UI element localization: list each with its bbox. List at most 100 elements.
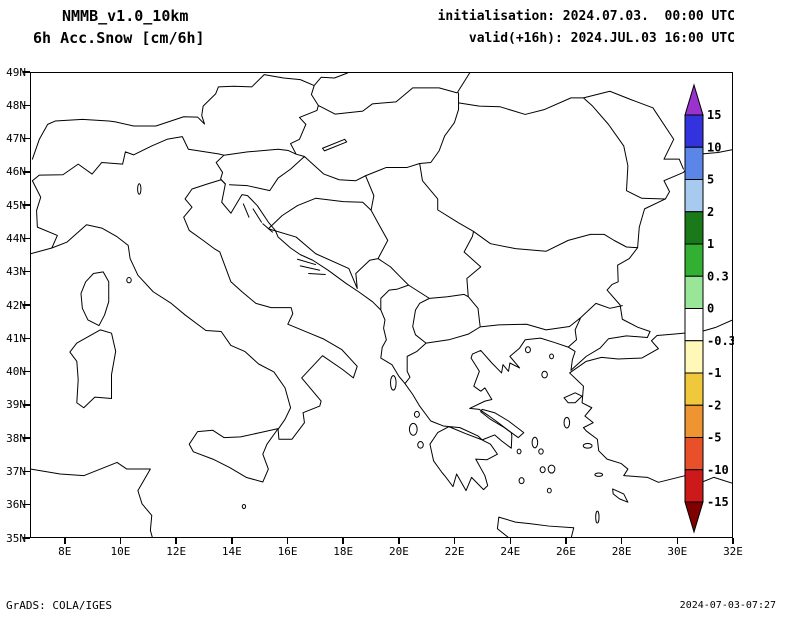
lon-axis-tick bbox=[231, 538, 233, 544]
island-andros bbox=[532, 437, 538, 448]
lat-axis-tick bbox=[23, 171, 30, 173]
lat-tick-label: 45N bbox=[6, 198, 26, 212]
lat-tick-label: 38N bbox=[6, 431, 26, 445]
colorbar-label: -0.3 bbox=[707, 334, 734, 348]
lon-tick-label: 22E bbox=[444, 545, 465, 558]
island-kos bbox=[595, 473, 603, 476]
lat-axis-tick bbox=[23, 503, 30, 506]
colorbar-label: 2 bbox=[707, 205, 714, 219]
valid-time: valid(+16h): 2024.JUL.03 16:00 UTC bbox=[468, 31, 735, 46]
lat-axis-tick bbox=[23, 137, 30, 140]
island-paros bbox=[540, 467, 545, 473]
borders-central-europe bbox=[32, 73, 683, 248]
lon-tick-label: 10E bbox=[110, 545, 131, 558]
lat-axis-tick bbox=[23, 270, 30, 273]
lat-tick-label: 48N bbox=[6, 98, 26, 112]
colorbar-segment bbox=[684, 340, 704, 374]
colorbar-label: 10 bbox=[707, 140, 721, 154]
colorbar-label: -10 bbox=[707, 463, 729, 477]
lon-axis-tick bbox=[286, 538, 289, 544]
colorbar-segment bbox=[684, 146, 704, 180]
lat-axis-tick bbox=[23, 204, 30, 206]
colorbar-label: -1 bbox=[707, 366, 721, 380]
colorbar-label: -15 bbox=[707, 495, 729, 509]
colorbar: 15 10 5 2 1 0.3 0 -0.3 -1 -2 -5 -10 -15 bbox=[684, 83, 734, 534]
lon-tick-label: 30E bbox=[667, 545, 688, 558]
island-elba bbox=[127, 277, 131, 282]
island-santorini bbox=[547, 488, 551, 493]
island-tinos bbox=[539, 449, 543, 454]
initialisation-time: initialisation: 2024.07.03. 00:00 UTC bbox=[437, 9, 735, 24]
island-lefkada bbox=[414, 411, 419, 417]
island-malta bbox=[242, 505, 245, 509]
lon-tick-label: 8E bbox=[58, 545, 72, 558]
borders-balkans bbox=[268, 163, 637, 383]
lat-axis-tick bbox=[23, 404, 30, 406]
colorbar-segment bbox=[684, 114, 704, 148]
lon-axis-tick bbox=[398, 538, 400, 544]
colorbar-segment bbox=[684, 243, 704, 277]
lat-tick-label: 43N bbox=[6, 265, 26, 279]
coast-turkey bbox=[570, 319, 732, 486]
lat-tick-label: 36N bbox=[6, 498, 26, 512]
lat-tick-label: 35N bbox=[6, 531, 26, 545]
lat-axis-tick bbox=[23, 104, 30, 107]
colorbar-label: 15 bbox=[707, 108, 721, 122]
island-kefalonia bbox=[409, 423, 417, 435]
lat-tick-label: 42N bbox=[6, 298, 26, 312]
coastlines bbox=[31, 139, 732, 537]
colorbar-segment bbox=[684, 437, 704, 471]
lon-axis-tick bbox=[620, 538, 623, 544]
lon-tick-label: 28E bbox=[611, 545, 632, 558]
grads-credit: GrADS: COLA/IGES bbox=[6, 599, 112, 612]
colorbar-segment bbox=[684, 275, 704, 309]
lon-axis-tick bbox=[509, 538, 512, 544]
colorbar-segment bbox=[684, 308, 704, 342]
lon-tick-label: 18E bbox=[333, 545, 354, 558]
coast-black-sea-west bbox=[571, 149, 732, 370]
map-frame bbox=[30, 72, 733, 538]
lat-axis-tick bbox=[23, 370, 30, 373]
island-naxos bbox=[548, 465, 555, 473]
lon-tick-label: 20E bbox=[388, 545, 409, 558]
lon-axis-tick bbox=[565, 538, 567, 544]
coastline-map bbox=[31, 73, 732, 537]
lat-tick-label: 37N bbox=[6, 464, 26, 478]
colorbar-arrow-bottom bbox=[684, 501, 704, 534]
lon-tick-label: 32E bbox=[723, 545, 743, 558]
island-samos bbox=[583, 444, 592, 449]
lake-garda bbox=[138, 184, 141, 195]
lat-tick-label: 40N bbox=[6, 365, 26, 379]
colorbar-segment bbox=[684, 372, 704, 406]
island-limnos bbox=[542, 371, 548, 378]
colorbar-label: -2 bbox=[707, 398, 721, 412]
lat-axis-tick bbox=[23, 437, 30, 439]
island-zakynthos bbox=[418, 442, 424, 449]
lat-tick-label: 46N bbox=[6, 165, 26, 179]
island-milos bbox=[519, 478, 524, 484]
colorbar-segment bbox=[684, 211, 704, 245]
lat-axis-tick bbox=[23, 304, 30, 306]
field-title: 6h Acc.Snow [cm/6h] bbox=[33, 29, 205, 47]
colorbar-label: -5 bbox=[707, 431, 721, 445]
lat-tick-label: 39N bbox=[6, 398, 26, 412]
colorbar-segment bbox=[684, 404, 704, 438]
lat-axis-tick bbox=[23, 237, 30, 240]
lon-axis-tick bbox=[175, 538, 177, 544]
island-thasos bbox=[525, 347, 530, 353]
colorbar-label: 5 bbox=[707, 173, 714, 187]
lon-tick-label: 12E bbox=[166, 545, 187, 558]
lat-tick-label: 44N bbox=[6, 231, 26, 245]
lon-tick-label: 16E bbox=[277, 545, 298, 558]
coast-mainland-europe bbox=[31, 180, 575, 491]
lon-tick-label: 14E bbox=[221, 545, 242, 558]
island-kea bbox=[517, 449, 521, 454]
creation-timestamp: 2024-07-03-07:27 bbox=[679, 600, 776, 611]
island-karpathos bbox=[596, 511, 599, 523]
country-borders bbox=[32, 73, 683, 384]
lat-tick-label: 49N bbox=[6, 65, 26, 79]
colorbar-segment bbox=[684, 469, 704, 503]
island-samothrace bbox=[550, 354, 554, 359]
colorbar-label: 1 bbox=[707, 237, 714, 251]
